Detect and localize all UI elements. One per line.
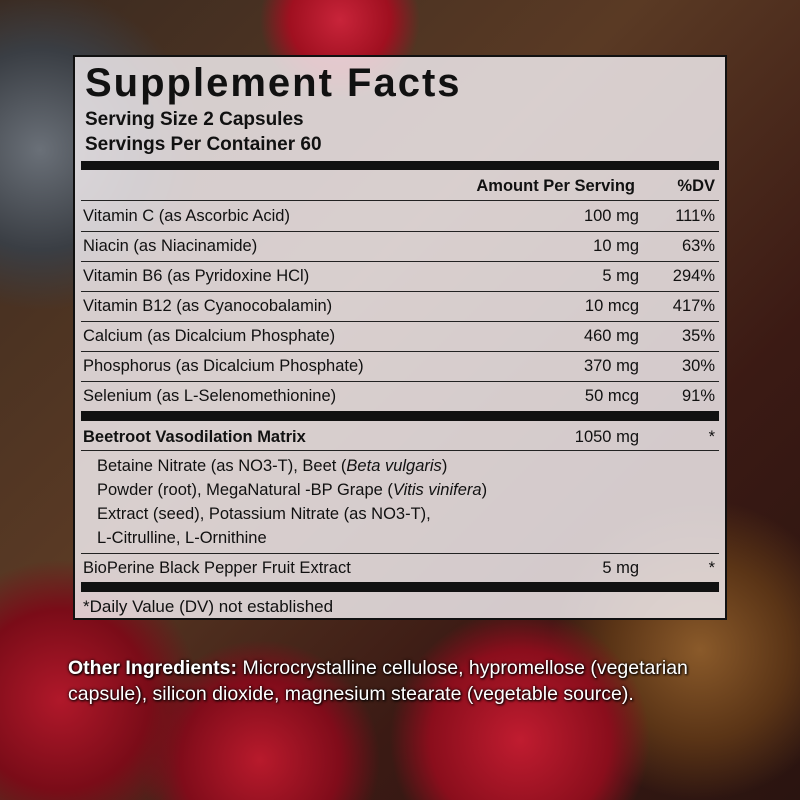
nutrient-name: Vitamin B12 (as Cyanocobalamin): [83, 297, 333, 315]
servings-per-container: Servings Per Container 60: [85, 134, 322, 155]
nutrient-name: Vitamin B6 (as Pyridoxine HCl): [83, 267, 310, 285]
nutrient-row: Selenium (as L-Selenomethionine) 50 mcg 91…: [81, 382, 719, 412]
bioperine-row: BioPerine Black Pepper Fruit Extract 5 m…: [81, 553, 719, 584]
amount-header: Amount Per Serving: [476, 177, 635, 195]
nutrient-amount: 460 mg: [583, 327, 639, 345]
nutrient-dv: 294%: [672, 267, 715, 285]
nutrient-row: Vitamin C (as Ascorbic Acid) 100 mg 111%: [81, 202, 719, 232]
matrix-ingredients-line: Extract (seed), Potassium Nitrate (as NO…: [97, 505, 431, 523]
divider: [81, 411, 719, 421]
nutrient-dv: 417%: [672, 297, 715, 315]
nutrient-name: Vitamin C (as Ascorbic Acid): [83, 207, 290, 225]
supplement-facts-panel: Supplement Facts Serving Size 2 Capsules…: [73, 55, 727, 620]
matrix-ingredients-line: L-Citrulline, L-Ornithine: [97, 529, 267, 547]
nutrient-amount: 370 mg: [583, 357, 639, 375]
matrix-name: Beetroot Vasodilation Matrix: [83, 428, 306, 446]
nutrient-name: Calcium (as Dicalcium Phosphate): [83, 327, 336, 345]
matrix-ingredients-line: Betaine Nitrate (as NO3-T), Beet (Beta v…: [97, 457, 448, 475]
other-ingredients-label: Other Ingredients:: [68, 657, 238, 679]
facts-title: Supplement Facts: [85, 61, 462, 105]
nutrient-dv: 35%: [681, 327, 715, 345]
nutrient-name: Niacin (as Niacinamide): [83, 237, 258, 255]
header-row: Amount Per Serving %DV: [81, 172, 719, 201]
matrix-row: Beetroot Vasodilation Matrix 1050 mg *: [81, 423, 719, 451]
nutrient-row: Vitamin B6 (as Pyridoxine HCl) 5 mg 294%: [81, 262, 719, 292]
nutrient-name: Selenium (as L-Selenomethionine): [83, 387, 337, 405]
nutrient-amount: 50 mcg: [584, 387, 639, 405]
nutrient-dv: 63%: [681, 237, 715, 255]
nutrient-row: Vitamin B12 (as Cyanocobalamin) 10 mcg 417…: [81, 292, 719, 322]
footnote: *Daily Value (DV) not established: [83, 597, 334, 616]
nutrient-amount: 100 mg: [583, 207, 639, 225]
divider: [81, 161, 719, 170]
bioperine-dv: *: [708, 559, 715, 577]
matrix-ingredients-line: Powder (root), MegaNatural -BP Grape (Vi…: [97, 481, 488, 499]
nutrient-row: Niacin (as Niacinamide) 10 mg 63%: [81, 232, 719, 262]
nutrient-dv: 111%: [675, 207, 715, 225]
nutrient-row: Phosphorus (as Dicalcium Phosphate) 370 m…: [81, 352, 719, 382]
nutrient-dv: 30%: [681, 357, 715, 375]
dv-header: %DV: [677, 177, 715, 195]
bioperine-name: BioPerine Black Pepper Fruit Extract: [83, 559, 351, 577]
nutrient-name: Phosphorus (as Dicalcium Phosphate): [83, 357, 364, 375]
matrix-dv: *: [708, 428, 715, 446]
nutrient-amount: 10 mg: [593, 237, 639, 255]
nutrient-dv: 91%: [681, 387, 715, 405]
nutrient-row: Calcium (as Dicalcium Phosphate) 460 mg 35…: [81, 322, 719, 352]
other-ingredients: Other Ingredients: Microcrystalline cell…: [68, 655, 758, 707]
bioperine-amount: 5 mg: [602, 559, 639, 577]
nutrient-amount: 5 mg: [602, 267, 639, 285]
matrix-amount: 1050 mg: [574, 428, 639, 446]
serving-size: Serving Size 2 Capsules: [85, 109, 304, 130]
divider: [81, 582, 719, 592]
nutrient-amount: 10 mcg: [584, 297, 639, 315]
other-ingredients-text: Microcrystalline cellulose, hypromellose…: [68, 657, 688, 705]
